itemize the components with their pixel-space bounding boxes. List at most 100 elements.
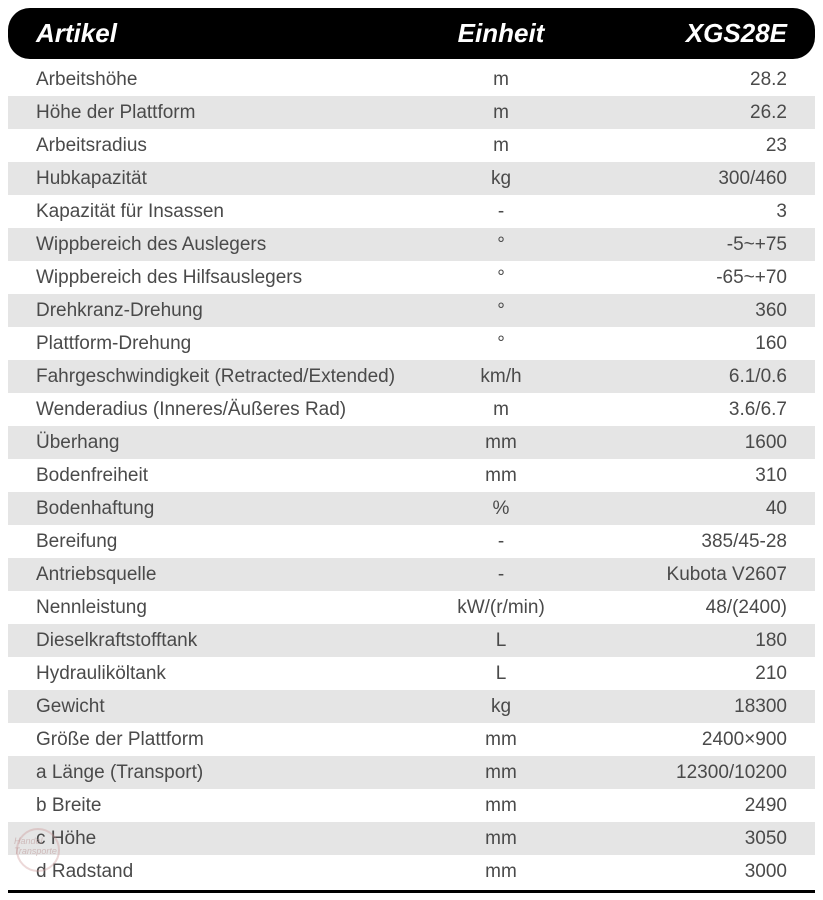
watermark-line1: Handel — [14, 836, 43, 846]
table-row: Wippbereich des Hilfsauslegers°-65~+70 — [8, 261, 815, 294]
header-einheit: Einheit — [426, 18, 576, 49]
cell-artikel: Bereifung — [36, 531, 426, 553]
table-row: NennleistungkW/(r/min)48/(2400) — [8, 591, 815, 624]
table-bottom-border — [8, 890, 815, 893]
table-row: d Radstandmm3000 — [8, 855, 815, 888]
cell-einheit: km/h — [426, 366, 576, 388]
cell-einheit: mm — [426, 465, 576, 487]
cell-value: Kubota V2607 — [576, 564, 787, 586]
cell-artikel: c Höhe — [36, 828, 426, 850]
cell-einheit: mm — [426, 432, 576, 454]
cell-einheit: mm — [426, 861, 576, 883]
cell-artikel: Kapazität für Insassen — [36, 201, 426, 223]
cell-value: 12300/10200 — [576, 762, 787, 784]
cell-einheit: m — [426, 102, 576, 124]
cell-artikel: Hubkapazität — [36, 168, 426, 190]
cell-artikel: Arbeitsradius — [36, 135, 426, 157]
cell-artikel: Gewicht — [36, 696, 426, 718]
table-row: Plattform-Drehung°160 — [8, 327, 815, 360]
cell-einheit: ° — [426, 333, 576, 355]
table-row: Bereifung-385/45-28 — [8, 525, 815, 558]
cell-value: -5~+75 — [576, 234, 787, 256]
table-row: Bodenhaftung%40 — [8, 492, 815, 525]
cell-value: 210 — [576, 663, 787, 685]
header-artikel: Artikel — [36, 18, 426, 49]
table-row: HydrauliköltankL210 — [8, 657, 815, 690]
watermark-text: Handel Transporte — [14, 836, 57, 856]
cell-artikel: Bodenfreiheit — [36, 465, 426, 487]
cell-value: -65~+70 — [576, 267, 787, 289]
cell-artikel: Höhe der Plattform — [36, 102, 426, 124]
table-body: Arbeitshöhem28.2Höhe der Plattformm26.2A… — [8, 63, 815, 888]
cell-artikel: Wippbereich des Auslegers — [36, 234, 426, 256]
spec-table: Artikel Einheit XGS28E Arbeitshöhem28.2H… — [8, 8, 815, 893]
cell-value: 300/460 — [576, 168, 787, 190]
cell-artikel: Hydrauliköltank — [36, 663, 426, 685]
cell-einheit: ° — [426, 300, 576, 322]
table-row: b Breitemm2490 — [8, 789, 815, 822]
table-row: Höhe der Plattformm26.2 — [8, 96, 815, 129]
cell-einheit: ° — [426, 234, 576, 256]
cell-value: 3 — [576, 201, 787, 223]
cell-value: 40 — [576, 498, 787, 520]
cell-artikel: Arbeitshöhe — [36, 69, 426, 91]
table-row: DieselkraftstofftankL180 — [8, 624, 815, 657]
table-row: Größe der Plattformmm2400×900 — [8, 723, 815, 756]
cell-artikel: Antriebsquelle — [36, 564, 426, 586]
table-row: Überhangmm1600 — [8, 426, 815, 459]
cell-artikel: Größe der Plattform — [36, 729, 426, 751]
table-row: Fahrgeschwindigkeit (Retracted/Extended)… — [8, 360, 815, 393]
cell-einheit: m — [426, 399, 576, 421]
watermark-line2: Transporte — [14, 846, 57, 856]
cell-einheit: kg — [426, 696, 576, 718]
table-header: Artikel Einheit XGS28E — [8, 8, 815, 59]
cell-value: 26.2 — [576, 102, 787, 124]
table-row: a Länge (Transport)mm12300/10200 — [8, 756, 815, 789]
cell-einheit: mm — [426, 762, 576, 784]
cell-value: 3.6/6.7 — [576, 399, 787, 421]
cell-einheit: mm — [426, 729, 576, 751]
cell-einheit: m — [426, 69, 576, 91]
cell-artikel: a Länge (Transport) — [36, 762, 426, 784]
cell-value: 48/(2400) — [576, 597, 787, 619]
table-row: Wenderadius (Inneres/Äußeres Rad)m3.6/6.… — [8, 393, 815, 426]
cell-einheit: L — [426, 663, 576, 685]
cell-einheit: kg — [426, 168, 576, 190]
cell-artikel: Dieselkraftstofftank — [36, 630, 426, 652]
table-row: Gewichtkg18300 — [8, 690, 815, 723]
cell-value: 3000 — [576, 861, 787, 883]
table-row: Arbeitshöhem28.2 — [8, 63, 815, 96]
cell-value: 385/45-28 — [576, 531, 787, 553]
cell-artikel: Drehkranz-Drehung — [36, 300, 426, 322]
cell-value: 180 — [576, 630, 787, 652]
cell-einheit: m — [426, 135, 576, 157]
cell-einheit: - — [426, 564, 576, 586]
cell-value: 28.2 — [576, 69, 787, 91]
cell-value: 6.1/0.6 — [576, 366, 787, 388]
table-row: c Höhemm3050 — [8, 822, 815, 855]
cell-value: 2400×900 — [576, 729, 787, 751]
table-row: Antriebsquelle-Kubota V2607 — [8, 558, 815, 591]
table-row: Bodenfreiheitmm310 — [8, 459, 815, 492]
cell-einheit: - — [426, 201, 576, 223]
cell-value: 3050 — [576, 828, 787, 850]
cell-einheit: kW/(r/min) — [426, 597, 576, 619]
table-row: Arbeitsradiusm23 — [8, 129, 815, 162]
cell-einheit: mm — [426, 828, 576, 850]
cell-einheit: mm — [426, 795, 576, 817]
cell-value: 23 — [576, 135, 787, 157]
cell-artikel: Überhang — [36, 432, 426, 454]
cell-artikel: Nennleistung — [36, 597, 426, 619]
cell-value: 1600 — [576, 432, 787, 454]
cell-artikel: Plattform-Drehung — [36, 333, 426, 355]
cell-artikel: b Breite — [36, 795, 426, 817]
table-row: Wippbereich des Auslegers°-5~+75 — [8, 228, 815, 261]
cell-einheit: ° — [426, 267, 576, 289]
cell-einheit: % — [426, 498, 576, 520]
cell-value: 360 — [576, 300, 787, 322]
cell-artikel: Fahrgeschwindigkeit (Retracted/Extended) — [36, 366, 426, 388]
cell-einheit: - — [426, 531, 576, 553]
cell-artikel: Wippbereich des Hilfsauslegers — [36, 267, 426, 289]
cell-value: 2490 — [576, 795, 787, 817]
cell-value: 310 — [576, 465, 787, 487]
